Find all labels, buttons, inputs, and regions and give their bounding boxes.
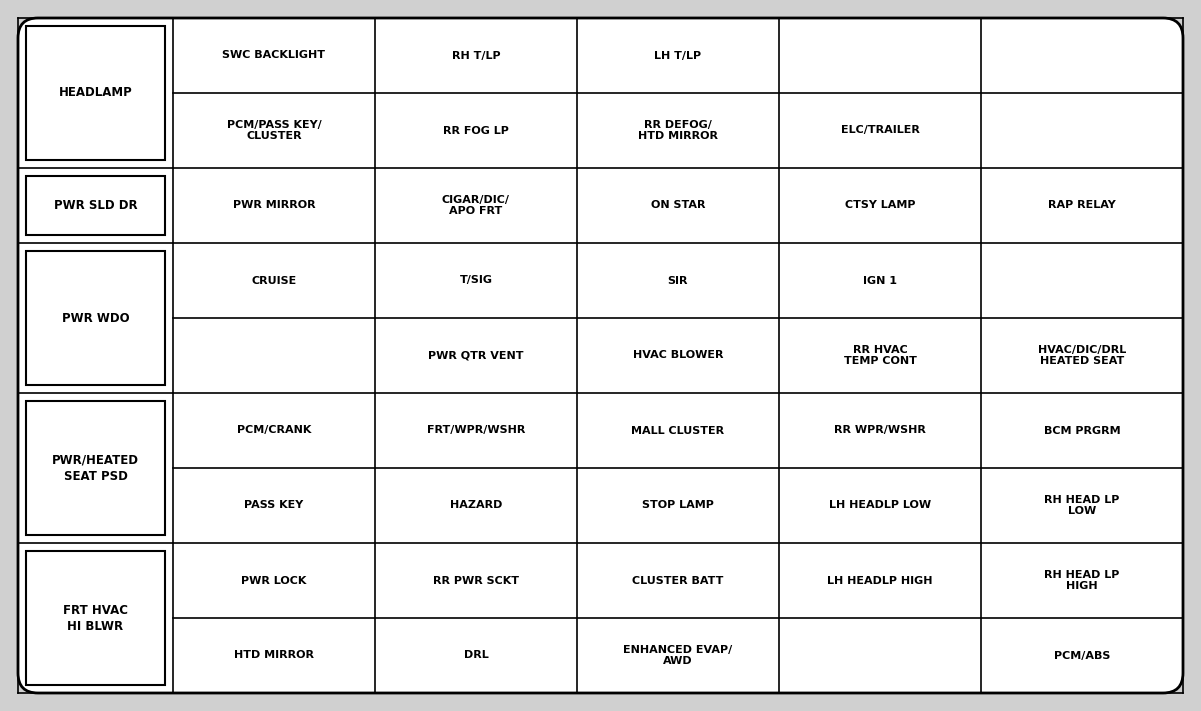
Text: CIGAR/DIC/
APO FRT: CIGAR/DIC/ APO FRT (442, 195, 510, 216)
Text: FRT/WPR/WSHR: FRT/WPR/WSHR (426, 425, 525, 436)
Text: BCM PRGRM: BCM PRGRM (1044, 425, 1121, 436)
Text: RH T/LP: RH T/LP (452, 50, 501, 60)
Text: RR WPR/WSHR: RR WPR/WSHR (833, 425, 926, 436)
Text: SWC BACKLIGHT: SWC BACKLIGHT (222, 50, 325, 60)
Text: RR HVAC
TEMP CONT: RR HVAC TEMP CONT (843, 345, 916, 366)
Text: LH HEADLP LOW: LH HEADLP LOW (829, 501, 931, 510)
Bar (26, 251, 165, 385)
Text: HAZARD: HAZARD (450, 501, 502, 510)
Text: DRL: DRL (464, 651, 489, 661)
Text: RR PWR SCKT: RR PWR SCKT (434, 575, 519, 585)
Text: FRT HVAC
HI BLWR: FRT HVAC HI BLWR (62, 604, 129, 633)
Text: MALL CLUSTER: MALL CLUSTER (632, 425, 724, 436)
Text: LH T/LP: LH T/LP (655, 50, 701, 60)
Text: PWR WDO: PWR WDO (61, 311, 130, 324)
Text: PWR/HEATED
SEAT PSD: PWR/HEATED SEAT PSD (52, 454, 139, 483)
Text: PWR LOCK: PWR LOCK (241, 575, 306, 585)
Bar (26, 176, 165, 235)
Text: ELC/TRAILER: ELC/TRAILER (841, 126, 920, 136)
Text: HVAC BLOWER: HVAC BLOWER (633, 351, 723, 360)
Text: HTD MIRROR: HTD MIRROR (234, 651, 313, 661)
Text: RAP RELAY: RAP RELAY (1048, 201, 1116, 210)
Text: STOP LAMP: STOP LAMP (643, 501, 713, 510)
Text: HVAC/DIC/DRL
HEATED SEAT: HVAC/DIC/DRL HEATED SEAT (1038, 345, 1127, 366)
Text: PWR MIRROR: PWR MIRROR (233, 201, 316, 210)
Bar (26, 401, 165, 535)
Bar (26, 26, 165, 160)
Text: ON STAR: ON STAR (651, 201, 705, 210)
Text: PWR QTR VENT: PWR QTR VENT (429, 351, 524, 360)
Text: PCM/CRANK: PCM/CRANK (237, 425, 311, 436)
Text: ENHANCED EVAP/
AWD: ENHANCED EVAP/ AWD (623, 645, 733, 666)
Text: CTSY LAMP: CTSY LAMP (844, 201, 915, 210)
Text: CRUISE: CRUISE (251, 275, 297, 286)
Text: RR DEFOG/
HTD MIRROR: RR DEFOG/ HTD MIRROR (638, 119, 718, 141)
Text: RH HEAD LP
LOW: RH HEAD LP LOW (1045, 495, 1119, 516)
Text: CLUSTER BATT: CLUSTER BATT (632, 575, 724, 585)
Text: HEADLAMP: HEADLAMP (59, 87, 132, 100)
Text: PCM/ABS: PCM/ABS (1053, 651, 1110, 661)
Text: PCM/PASS KEY/
CLUSTER: PCM/PASS KEY/ CLUSTER (227, 119, 322, 141)
Text: RR FOG LP: RR FOG LP (443, 126, 509, 136)
Text: IGN 1: IGN 1 (864, 275, 897, 286)
Bar (26, 551, 165, 685)
Text: SIR: SIR (668, 275, 688, 286)
Text: PWR SLD DR: PWR SLD DR (54, 199, 137, 212)
Text: T/SIG: T/SIG (460, 275, 492, 286)
Text: RH HEAD LP
HIGH: RH HEAD LP HIGH (1045, 570, 1119, 592)
Text: PASS KEY: PASS KEY (244, 501, 304, 510)
FancyBboxPatch shape (18, 18, 1183, 693)
Text: LH HEADLP HIGH: LH HEADLP HIGH (827, 575, 933, 585)
